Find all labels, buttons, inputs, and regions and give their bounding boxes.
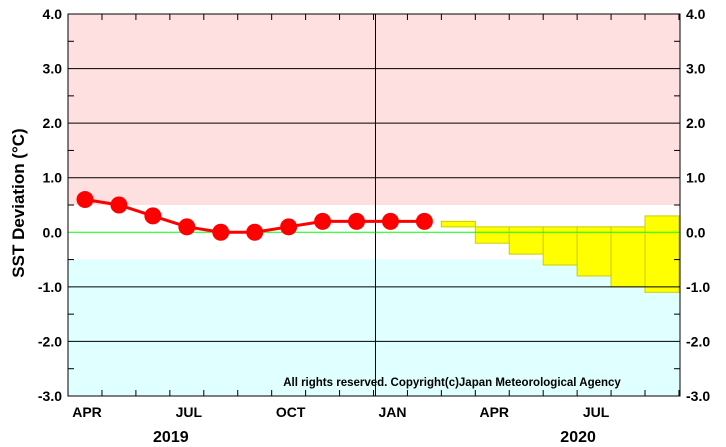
tick-marks bbox=[67, 14, 680, 396]
observed-point-month-4 bbox=[212, 223, 230, 241]
observed-series bbox=[76, 191, 433, 241]
x-tick-label: APR bbox=[72, 404, 102, 420]
y-tick-label-right: -1.0 bbox=[686, 279, 710, 295]
observed-point-month-3 bbox=[178, 218, 196, 236]
copyright-notice: All rights reserved. Copyright(c)Japan M… bbox=[283, 377, 621, 389]
y-tick-label-left: 3.0 bbox=[43, 61, 63, 77]
y-tick-label-left: -3.0 bbox=[38, 388, 62, 404]
forecast-box-month-13 bbox=[508, 226, 544, 255]
x-tick-label: JUL bbox=[583, 404, 610, 420]
observed-point-month-2 bbox=[144, 207, 162, 225]
x-tick-label: JAN bbox=[378, 404, 406, 420]
year-label: 2019 bbox=[153, 429, 189, 446]
gridlines bbox=[68, 68, 680, 342]
warm-band bbox=[68, 14, 680, 205]
observed-point-month-7 bbox=[314, 212, 332, 230]
y-tick-label-left: 2.0 bbox=[43, 115, 63, 131]
year-labels: 2019 2020 bbox=[153, 429, 596, 446]
x-tick-label: JUL bbox=[176, 404, 203, 420]
observed-point-month-8 bbox=[348, 212, 366, 230]
forecast-box-month-15 bbox=[576, 226, 612, 277]
observed-point-month-0 bbox=[76, 191, 94, 209]
forecast-box-month-11 bbox=[440, 220, 476, 228]
y-tick-labels: 4.0 4.0 3.0 3.0 2.0 2.0 1.0 1.0 0.0 0.0 -1.0 -1.0 -2… bbox=[38, 6, 710, 404]
y-tick-label-right: 0.0 bbox=[686, 224, 706, 240]
y-tick-label-right: 2.0 bbox=[686, 115, 706, 131]
y-tick-label-left: 0.0 bbox=[43, 224, 63, 240]
x-tick-labels: APR JUL OCT JAN APR JUL bbox=[72, 404, 610, 420]
y-tick-label-right: 4.0 bbox=[686, 6, 706, 22]
observed-point-month-5 bbox=[246, 223, 264, 241]
y-axis-label: SST Deviation (°C) bbox=[9, 128, 28, 277]
y-tick-label-left: 1.0 bbox=[43, 170, 63, 186]
forecast-box-month-12 bbox=[474, 226, 510, 244]
observed-point-month-6 bbox=[280, 218, 298, 236]
forecast-box-month-17 bbox=[644, 215, 680, 293]
observed-point-month-10 bbox=[415, 212, 433, 230]
y-tick-label-left: -2.0 bbox=[38, 333, 62, 349]
forecast-box-month-16 bbox=[610, 226, 646, 288]
forecast-boxes bbox=[440, 215, 680, 293]
y-tick-label-right: 1.0 bbox=[686, 170, 706, 186]
y-tick-label-right: -2.0 bbox=[686, 333, 710, 349]
cold-band bbox=[68, 259, 680, 396]
observed-point-month-9 bbox=[381, 212, 399, 230]
observed-point-month-1 bbox=[110, 196, 128, 214]
y-tick-label-right: 3.0 bbox=[686, 61, 706, 77]
x-tick-label: APR bbox=[479, 404, 509, 420]
year-label: 2020 bbox=[560, 429, 596, 446]
y-tick-label-left: 4.0 bbox=[43, 6, 63, 22]
y-tick-label-right: -3.0 bbox=[686, 388, 710, 404]
x-tick-label: OCT bbox=[276, 404, 306, 420]
y-tick-label-left: -1.0 bbox=[38, 279, 62, 295]
